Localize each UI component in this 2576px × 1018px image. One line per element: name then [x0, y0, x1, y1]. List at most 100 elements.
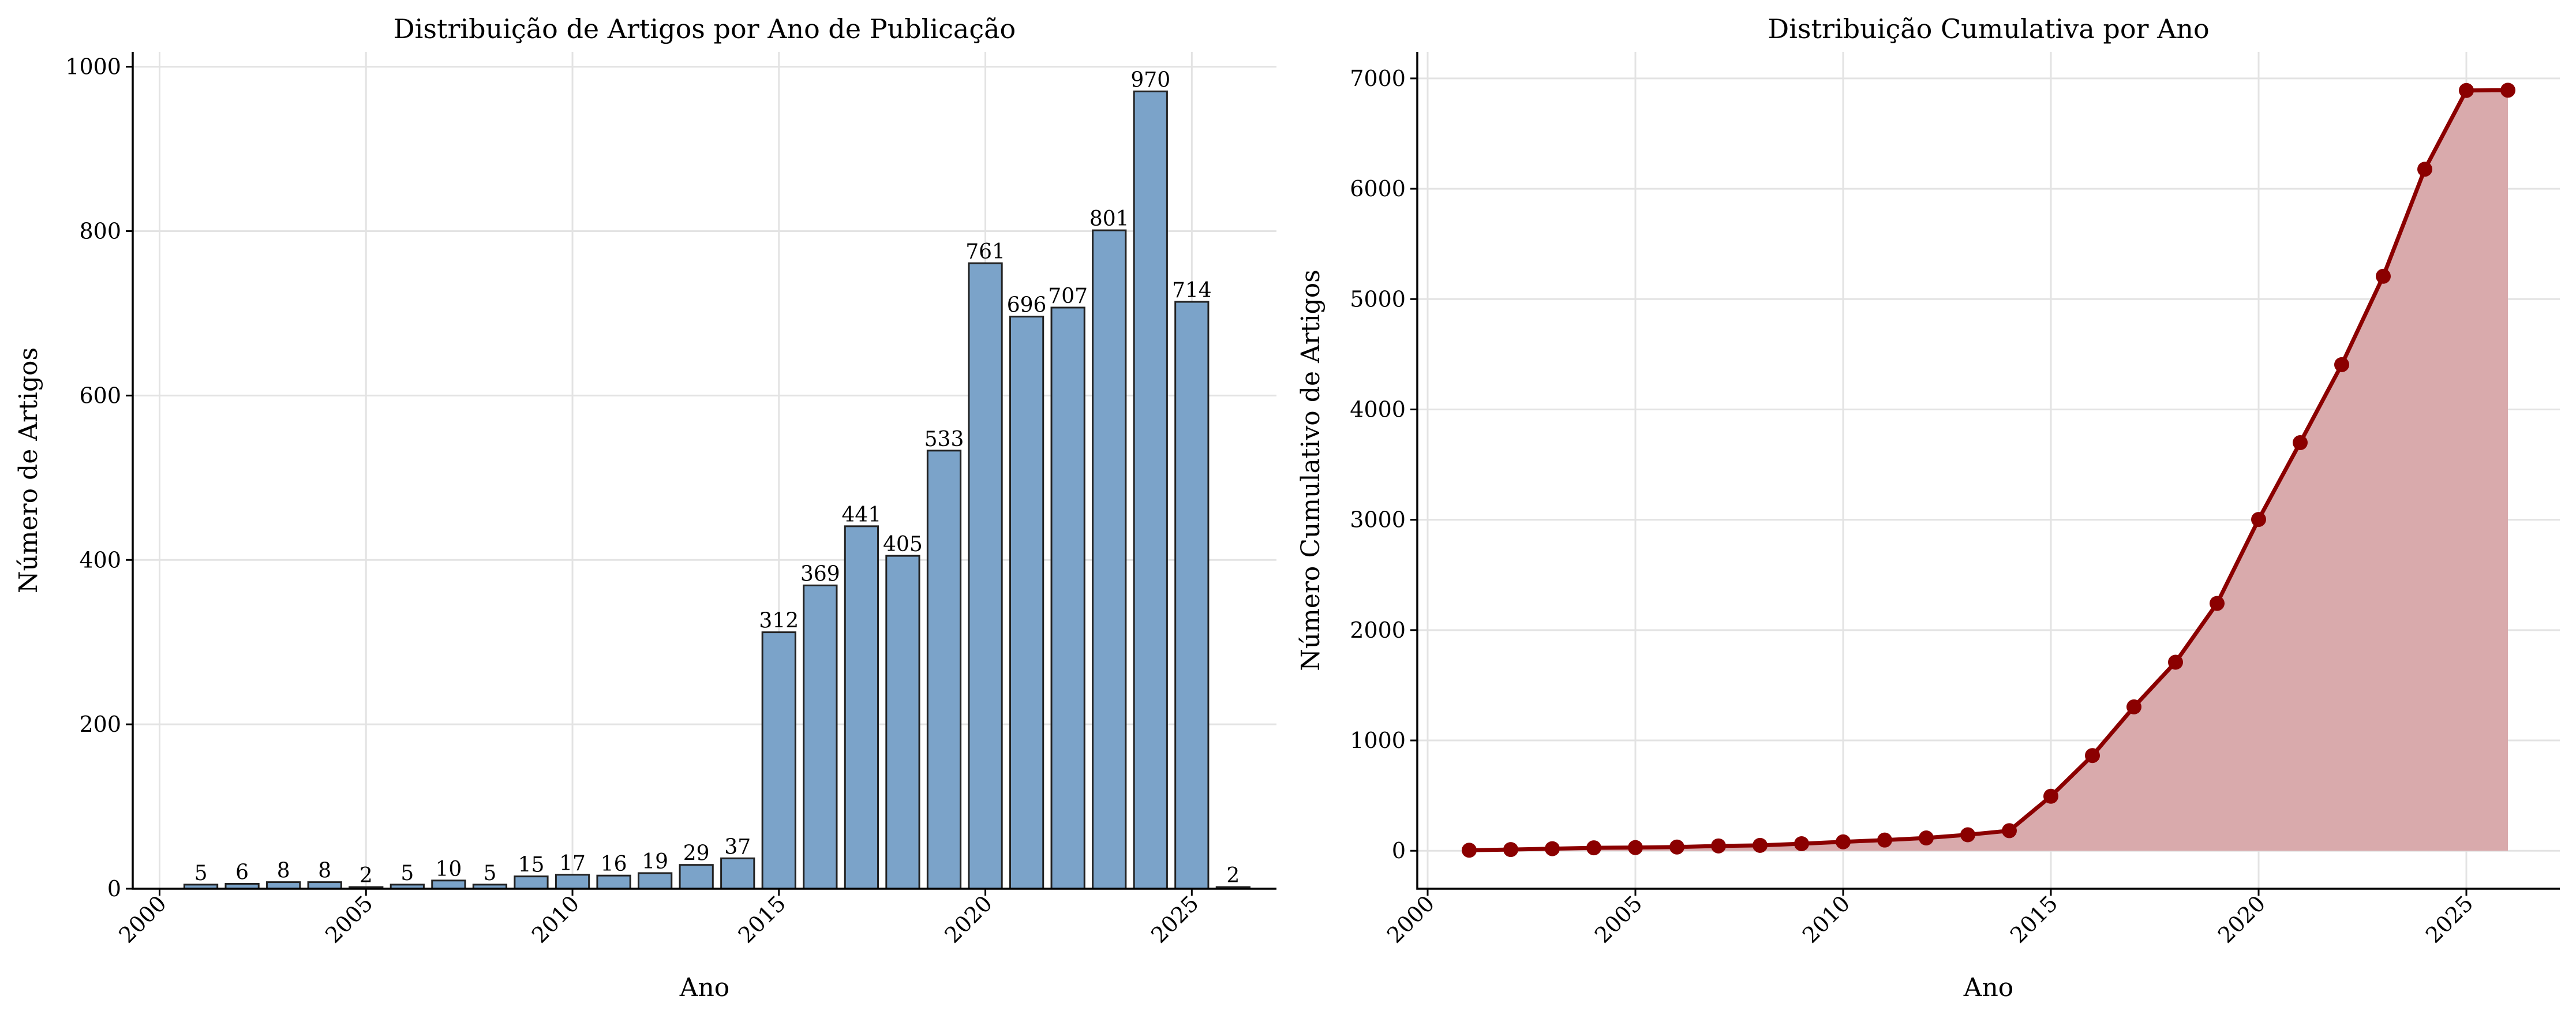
bar-data-label: 761 [965, 240, 1005, 264]
bar-data-label: 970 [1130, 68, 1170, 92]
cumulative-point [1960, 828, 1975, 843]
y-tick-label: 400 [79, 547, 121, 572]
x-tick-label: 2020 [939, 890, 997, 948]
cumulative-point [1753, 838, 1768, 853]
y-tick-label: 1000 [65, 54, 121, 80]
bar-data-label: 17 [559, 852, 586, 875]
y-tick-label: 0 [1392, 838, 1406, 863]
x-tick-label: 2025 [1146, 890, 1204, 948]
cumulative-point [1628, 840, 1643, 855]
cumulative-point [2168, 654, 2183, 669]
cumulative-point [2376, 269, 2391, 284]
y-tick-label: 2000 [1350, 617, 1406, 643]
cumulative-chart-x-axis-label: Ano [1963, 973, 2014, 1002]
bar-data-label: 5 [194, 862, 208, 885]
cumulative-chart-y-axis-label: Número Cumulativo de Artigos [1296, 270, 1326, 671]
x-tick-label: 2015 [2005, 890, 2063, 948]
cumulative-point [1545, 841, 1560, 856]
bar-data-label: 369 [800, 562, 840, 586]
x-tick-label: 2010 [1798, 890, 1855, 948]
bar-data-label: 2 [360, 864, 373, 888]
cumulative-point [2002, 823, 2017, 838]
x-tick-label: 2005 [320, 890, 378, 948]
bar [556, 875, 589, 889]
cumulative-point [2417, 162, 2432, 177]
bar-data-label: 19 [642, 850, 668, 874]
bar [680, 865, 713, 889]
cumulative-point [2500, 83, 2515, 98]
bar [804, 585, 837, 889]
cumulative-point [2293, 435, 2308, 450]
bar-data-label: 696 [1007, 294, 1047, 317]
cumulative-point [1462, 843, 1477, 858]
cumulative-point [1836, 834, 1851, 849]
x-tick-label: 2005 [1590, 890, 1648, 948]
cumulative-point [2334, 357, 2349, 372]
bar-data-label: 441 [842, 503, 882, 527]
y-tick-label: 200 [79, 712, 121, 737]
bar-data-label: 5 [400, 862, 414, 885]
bar-data-label: 5 [483, 862, 496, 885]
bar-data-label: 405 [883, 533, 923, 556]
y-tick-label: 7000 [1350, 66, 1406, 91]
cumulative-point [2043, 789, 2058, 804]
cumulative-chart-title: Distribuição Cumulativa por Ano [1768, 13, 2209, 44]
bar-data-label: 714 [1172, 279, 1212, 302]
bar [1093, 230, 1126, 889]
y-tick-label: 600 [79, 383, 121, 408]
cumulative-point [2459, 83, 2474, 98]
x-tick-label: 2020 [2213, 890, 2271, 948]
bar-data-label: 16 [601, 852, 627, 876]
cumulative-point [1503, 842, 1518, 857]
bar-data-label: 15 [518, 854, 545, 877]
bar-chart-y-axis-label: Número de Artigos [14, 347, 43, 593]
bar [927, 451, 960, 889]
y-tick-label: 1000 [1350, 728, 1406, 753]
bar-data-label: 312 [759, 609, 799, 633]
x-tick-label: 2010 [527, 890, 585, 948]
x-tick-label: 2000 [114, 890, 171, 948]
y-tick-label: 800 [79, 219, 121, 244]
cumulative-chart-area [1469, 90, 2508, 851]
cumulative-point [1877, 833, 1892, 848]
y-tick-label: 4000 [1350, 396, 1406, 422]
bar-data-label: 8 [318, 859, 331, 883]
bar-data-label: 37 [724, 835, 751, 859]
bar [432, 881, 465, 889]
bar-data-label: 801 [1089, 207, 1129, 231]
bar-data-label: 533 [924, 428, 964, 451]
cumulative-point [1669, 840, 1684, 855]
bar [721, 858, 754, 889]
cumulative-chart-panel: 2000 2005 2010 2015 2020 2025 0 1000 2000 3000 400… [1296, 13, 2560, 1002]
cumulative-fill-area [1469, 90, 2508, 851]
bar [845, 526, 878, 889]
bar [1051, 308, 1084, 889]
bar [762, 632, 795, 889]
bar [1010, 317, 1043, 889]
x-tick-label: 2015 [733, 890, 791, 948]
bar-chart-title: Distribuição de Artigos por Ano de Publi… [394, 13, 1016, 44]
y-tick-label: 5000 [1350, 286, 1406, 312]
bar-data-label: 29 [683, 842, 710, 866]
x-tick-label: 2000 [1382, 890, 1440, 948]
cumulative-point [2085, 748, 2100, 763]
bar-data-label: 10 [435, 858, 462, 881]
y-tick-label: 3000 [1350, 507, 1406, 533]
bar-data-label: 8 [277, 859, 290, 883]
bar [969, 263, 1002, 889]
bar-data-label: 2 [1226, 864, 1240, 888]
cumulative-point [1794, 836, 1809, 851]
bar [1175, 302, 1208, 889]
cumulative-point [2210, 596, 2225, 611]
bar [639, 873, 672, 889]
cumulative-point [1919, 830, 1934, 845]
bar [1134, 91, 1167, 889]
bar [597, 875, 630, 889]
y-tick-label: 0 [107, 876, 121, 901]
bar [886, 556, 919, 889]
cumulative-point [1711, 839, 1726, 854]
cumulative-point [2126, 699, 2141, 714]
bar-chart-x-axis-label: Ano [679, 973, 730, 1002]
